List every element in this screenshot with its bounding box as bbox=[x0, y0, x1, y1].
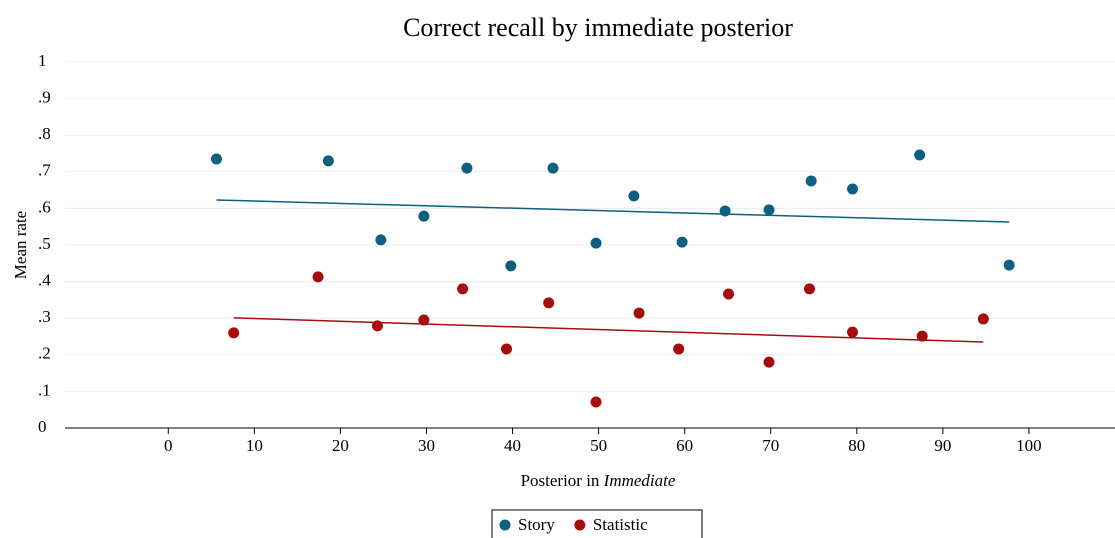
point bbox=[461, 162, 473, 174]
legend-label: Story bbox=[518, 515, 555, 534]
point bbox=[805, 175, 817, 187]
x-axis-label: Posterior in Immediate bbox=[521, 471, 676, 490]
point bbox=[723, 288, 735, 300]
point bbox=[763, 356, 775, 368]
point bbox=[590, 396, 602, 408]
point bbox=[719, 205, 731, 217]
legend-label: Statistic bbox=[593, 515, 648, 534]
x-tick-label: 80 bbox=[848, 436, 865, 455]
point bbox=[312, 271, 324, 283]
point bbox=[628, 190, 640, 202]
point bbox=[228, 327, 240, 339]
x-axis-label-text: Posterior in bbox=[521, 471, 600, 490]
y-tick-label: .6 bbox=[38, 197, 51, 216]
legend-box bbox=[491, 509, 703, 538]
x-tick-label: 0 bbox=[164, 436, 173, 455]
point bbox=[803, 283, 815, 295]
y-axis-label: Mean rate bbox=[11, 211, 30, 279]
y-tick-label: .9 bbox=[38, 88, 51, 107]
legend-marker bbox=[499, 519, 511, 531]
point bbox=[457, 283, 469, 295]
x-tick-label: 50 bbox=[590, 436, 607, 455]
point bbox=[505, 260, 517, 272]
point bbox=[371, 320, 383, 332]
y-tick-label: 1 bbox=[38, 51, 47, 70]
y-tick-label: .5 bbox=[38, 234, 51, 253]
y-tick-label: .1 bbox=[38, 380, 51, 399]
point bbox=[418, 314, 430, 326]
point bbox=[633, 307, 645, 319]
x-tick-label: 10 bbox=[246, 436, 263, 455]
x-tick-label: 60 bbox=[676, 436, 693, 455]
y-tick-label: .2 bbox=[38, 344, 51, 363]
point bbox=[375, 234, 387, 246]
point bbox=[673, 343, 685, 355]
fit-line bbox=[233, 317, 984, 343]
legend-marker bbox=[574, 519, 586, 531]
point bbox=[763, 204, 775, 216]
point bbox=[676, 236, 688, 248]
point bbox=[322, 155, 334, 167]
point bbox=[418, 210, 430, 222]
x-tick-label: 100 bbox=[1016, 436, 1042, 455]
x-axis-label-emphasis: Immediate bbox=[603, 471, 676, 490]
point bbox=[1003, 259, 1015, 271]
fit-line bbox=[216, 199, 1010, 223]
y-tick-label: .3 bbox=[38, 307, 51, 326]
x-tick-label: 90 bbox=[934, 436, 951, 455]
x-tick-label: 70 bbox=[762, 436, 779, 455]
y-tick-label: .7 bbox=[38, 161, 51, 180]
point bbox=[501, 343, 513, 355]
x-tick-label: 30 bbox=[418, 436, 435, 455]
point bbox=[914, 149, 926, 161]
point bbox=[847, 183, 858, 195]
y-tick-label: 0 bbox=[38, 417, 47, 436]
y-tick-label: .8 bbox=[38, 124, 51, 143]
point bbox=[590, 237, 602, 249]
point bbox=[916, 330, 928, 342]
point bbox=[847, 326, 858, 338]
point bbox=[210, 153, 222, 165]
point bbox=[543, 297, 555, 309]
y-tick-label: .4 bbox=[38, 271, 51, 290]
x-tick-label: 40 bbox=[504, 436, 521, 455]
point bbox=[547, 162, 559, 174]
x-tick-label: 20 bbox=[332, 436, 349, 455]
chart-title: Correct recall by immediate posterior bbox=[403, 13, 793, 42]
point bbox=[977, 313, 989, 325]
